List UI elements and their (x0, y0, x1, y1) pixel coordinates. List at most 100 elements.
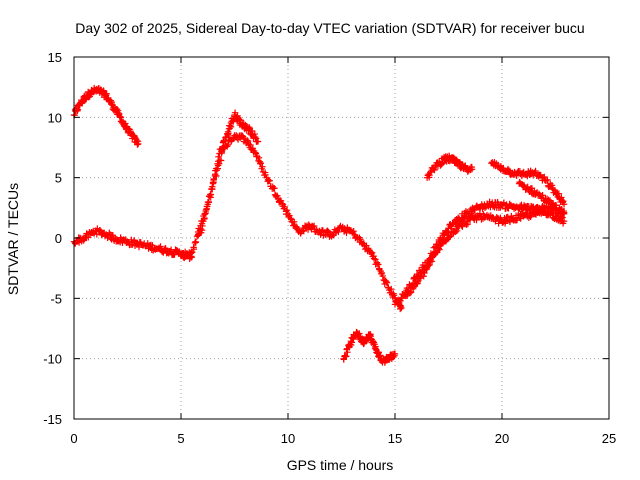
data-point (390, 292, 398, 299)
data-point (171, 251, 178, 258)
data-point (335, 228, 342, 236)
data-point (464, 220, 472, 228)
series-arc-low-morning (70, 225, 195, 262)
data-point (544, 176, 551, 184)
data-point (425, 262, 432, 269)
data-point (417, 273, 425, 281)
data-point (192, 239, 200, 246)
axis-ticks: 0 5 10 15 20 25 -15 -10 -5 0 5 10 15 (43, 50, 616, 446)
x-axis-label: GPS time / hours (287, 457, 394, 473)
data-point (283, 206, 291, 214)
data-point (560, 217, 568, 225)
data-point (391, 350, 399, 358)
data-point (546, 197, 554, 204)
data-point (83, 230, 90, 237)
data-point (558, 205, 565, 213)
data-point (206, 192, 213, 200)
data-point (560, 209, 567, 217)
data-point (445, 234, 453, 241)
y-tick-label: -5 (50, 291, 62, 306)
data-point (370, 255, 378, 262)
data-point (527, 209, 534, 217)
data-point (322, 231, 329, 238)
data-point (560, 197, 567, 205)
data-point (224, 141, 232, 148)
data-point (421, 269, 428, 277)
y-tick-label: -15 (43, 412, 62, 427)
data-point (255, 154, 263, 161)
data-point (481, 204, 489, 212)
data-point (287, 215, 294, 222)
data-point (436, 246, 443, 253)
data-point (209, 186, 216, 193)
data-point (252, 150, 260, 157)
series-arc-early-peak (70, 84, 142, 148)
data-point (310, 222, 318, 230)
chart-title: Day 302 of 2025, Sidereal Day-to-day VTE… (75, 20, 584, 36)
y-tick-label: 5 (55, 171, 62, 186)
x-tick-label: 20 (495, 431, 509, 446)
data-point (468, 166, 476, 173)
data-point (262, 171, 269, 178)
data-point (124, 238, 131, 245)
data-point (458, 222, 465, 229)
data-point (447, 232, 454, 240)
data-point (277, 197, 285, 205)
data-point (257, 159, 265, 167)
data-point (199, 217, 206, 225)
data-point (324, 228, 332, 235)
series-arc-afternoon-lower (402, 206, 568, 300)
data-point (431, 166, 438, 174)
data-point (212, 165, 220, 172)
data-point (542, 177, 550, 184)
data-point (350, 227, 357, 235)
data-point (217, 157, 225, 164)
data-point (191, 239, 199, 247)
data-point (383, 279, 391, 287)
data-point (504, 213, 511, 221)
x-tick-label: 5 (177, 431, 184, 446)
y-tick-label: -10 (43, 352, 62, 367)
data-point (379, 272, 386, 280)
data-point (428, 258, 436, 265)
data-point (398, 304, 405, 312)
data-point (397, 305, 404, 313)
x-tick-label: 10 (281, 431, 295, 446)
data-point (423, 266, 430, 273)
y-tick-label: 10 (48, 110, 62, 125)
data-point (545, 196, 552, 204)
series-arc-upper-rise (194, 109, 262, 236)
series-arc-midday-low (340, 328, 399, 366)
grid (74, 57, 609, 419)
data-point (187, 250, 195, 257)
data-point (135, 140, 142, 148)
data-point (357, 236, 364, 243)
data-point (356, 330, 363, 337)
data-point (252, 149, 259, 156)
data-point (281, 203, 288, 211)
data-point (560, 210, 568, 218)
data-point (376, 266, 383, 273)
data-point (243, 137, 251, 144)
data-point (225, 130, 232, 137)
data-point (116, 113, 123, 120)
data-point (344, 348, 351, 356)
data-point (157, 243, 164, 250)
y-tick-label: 15 (48, 50, 62, 65)
data-point (366, 331, 373, 339)
series-arc-evening-mid (515, 178, 568, 218)
data-point (274, 192, 281, 199)
x-tick-label: 15 (388, 431, 402, 446)
x-tick-label: 0 (70, 431, 77, 446)
y-tick-label: 0 (55, 231, 62, 246)
data-point (343, 353, 350, 360)
data-point (259, 163, 266, 170)
data-point (539, 192, 546, 199)
data-point (516, 214, 523, 222)
data-point (266, 177, 273, 184)
data-point (388, 285, 395, 293)
data-point (254, 138, 262, 145)
y-axis-label: SDTVAR / TECUs (5, 183, 21, 295)
data-point (452, 228, 459, 236)
